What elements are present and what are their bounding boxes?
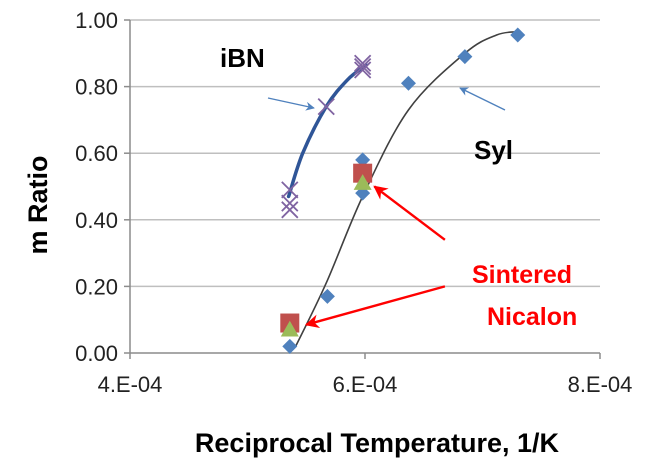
y-axis-title: m Ratio [23, 155, 53, 254]
sintered-nicalon-label-line2: Nicalon [487, 303, 577, 331]
annotations [267, 87, 506, 329]
syl-label: Syl [474, 135, 513, 165]
x-tick-label: 8.E-04 [568, 372, 633, 397]
tick-labels: 0.00 0.20 0.40 0.60 0.80 1.00 4.E-04 6.E-04 8.E-… [75, 8, 632, 397]
data-point-x [317, 97, 335, 116]
y-tick-label: 0.80 [75, 75, 118, 100]
x-tick-label: 6.E-04 [333, 372, 398, 397]
y-tick-label: 0.20 [75, 274, 118, 299]
data-point-diamond [355, 152, 371, 168]
data-point-diamond [457, 49, 473, 65]
data-point-x [354, 57, 372, 76]
gridlines [130, 19, 600, 288]
data-point-diamond [510, 27, 526, 43]
ibn-label: iBN [220, 43, 265, 73]
y-tick-label: 1.00 [75, 8, 118, 33]
data-point-x [354, 54, 372, 72]
axes [124, 19, 601, 359]
data-point-x [281, 201, 299, 219]
x-tick-label: 4.E-04 [98, 372, 163, 397]
data-point-triangle [280, 320, 299, 337]
data-point-diamond [400, 75, 416, 91]
y-tick-label: 0.00 [75, 341, 118, 366]
data-point-x [354, 61, 372, 79]
data-points [280, 27, 526, 354]
data-point-diamond [319, 288, 335, 304]
data-point-diamond [282, 338, 298, 354]
data-point-triangle [353, 174, 372, 190]
syl-arrow [459, 87, 506, 111]
data-point-x [281, 194, 299, 212]
y-tick-label: 0.40 [75, 208, 118, 233]
x-axis-title: Reciprocal Temperature, 1/K [195, 428, 560, 458]
sintered-nicalon-arrow-1 [304, 285, 446, 329]
trend-line-1 [294, 30, 519, 348]
y-tick-label: 0.60 [75, 141, 118, 166]
data-point-square [353, 163, 373, 183]
sintered-nicalon-label-line1: Sintered [472, 261, 572, 289]
sintered-nicalon-arrow-0 [373, 185, 446, 241]
data-point-x [281, 181, 299, 199]
ibn-arrow [267, 97, 315, 111]
